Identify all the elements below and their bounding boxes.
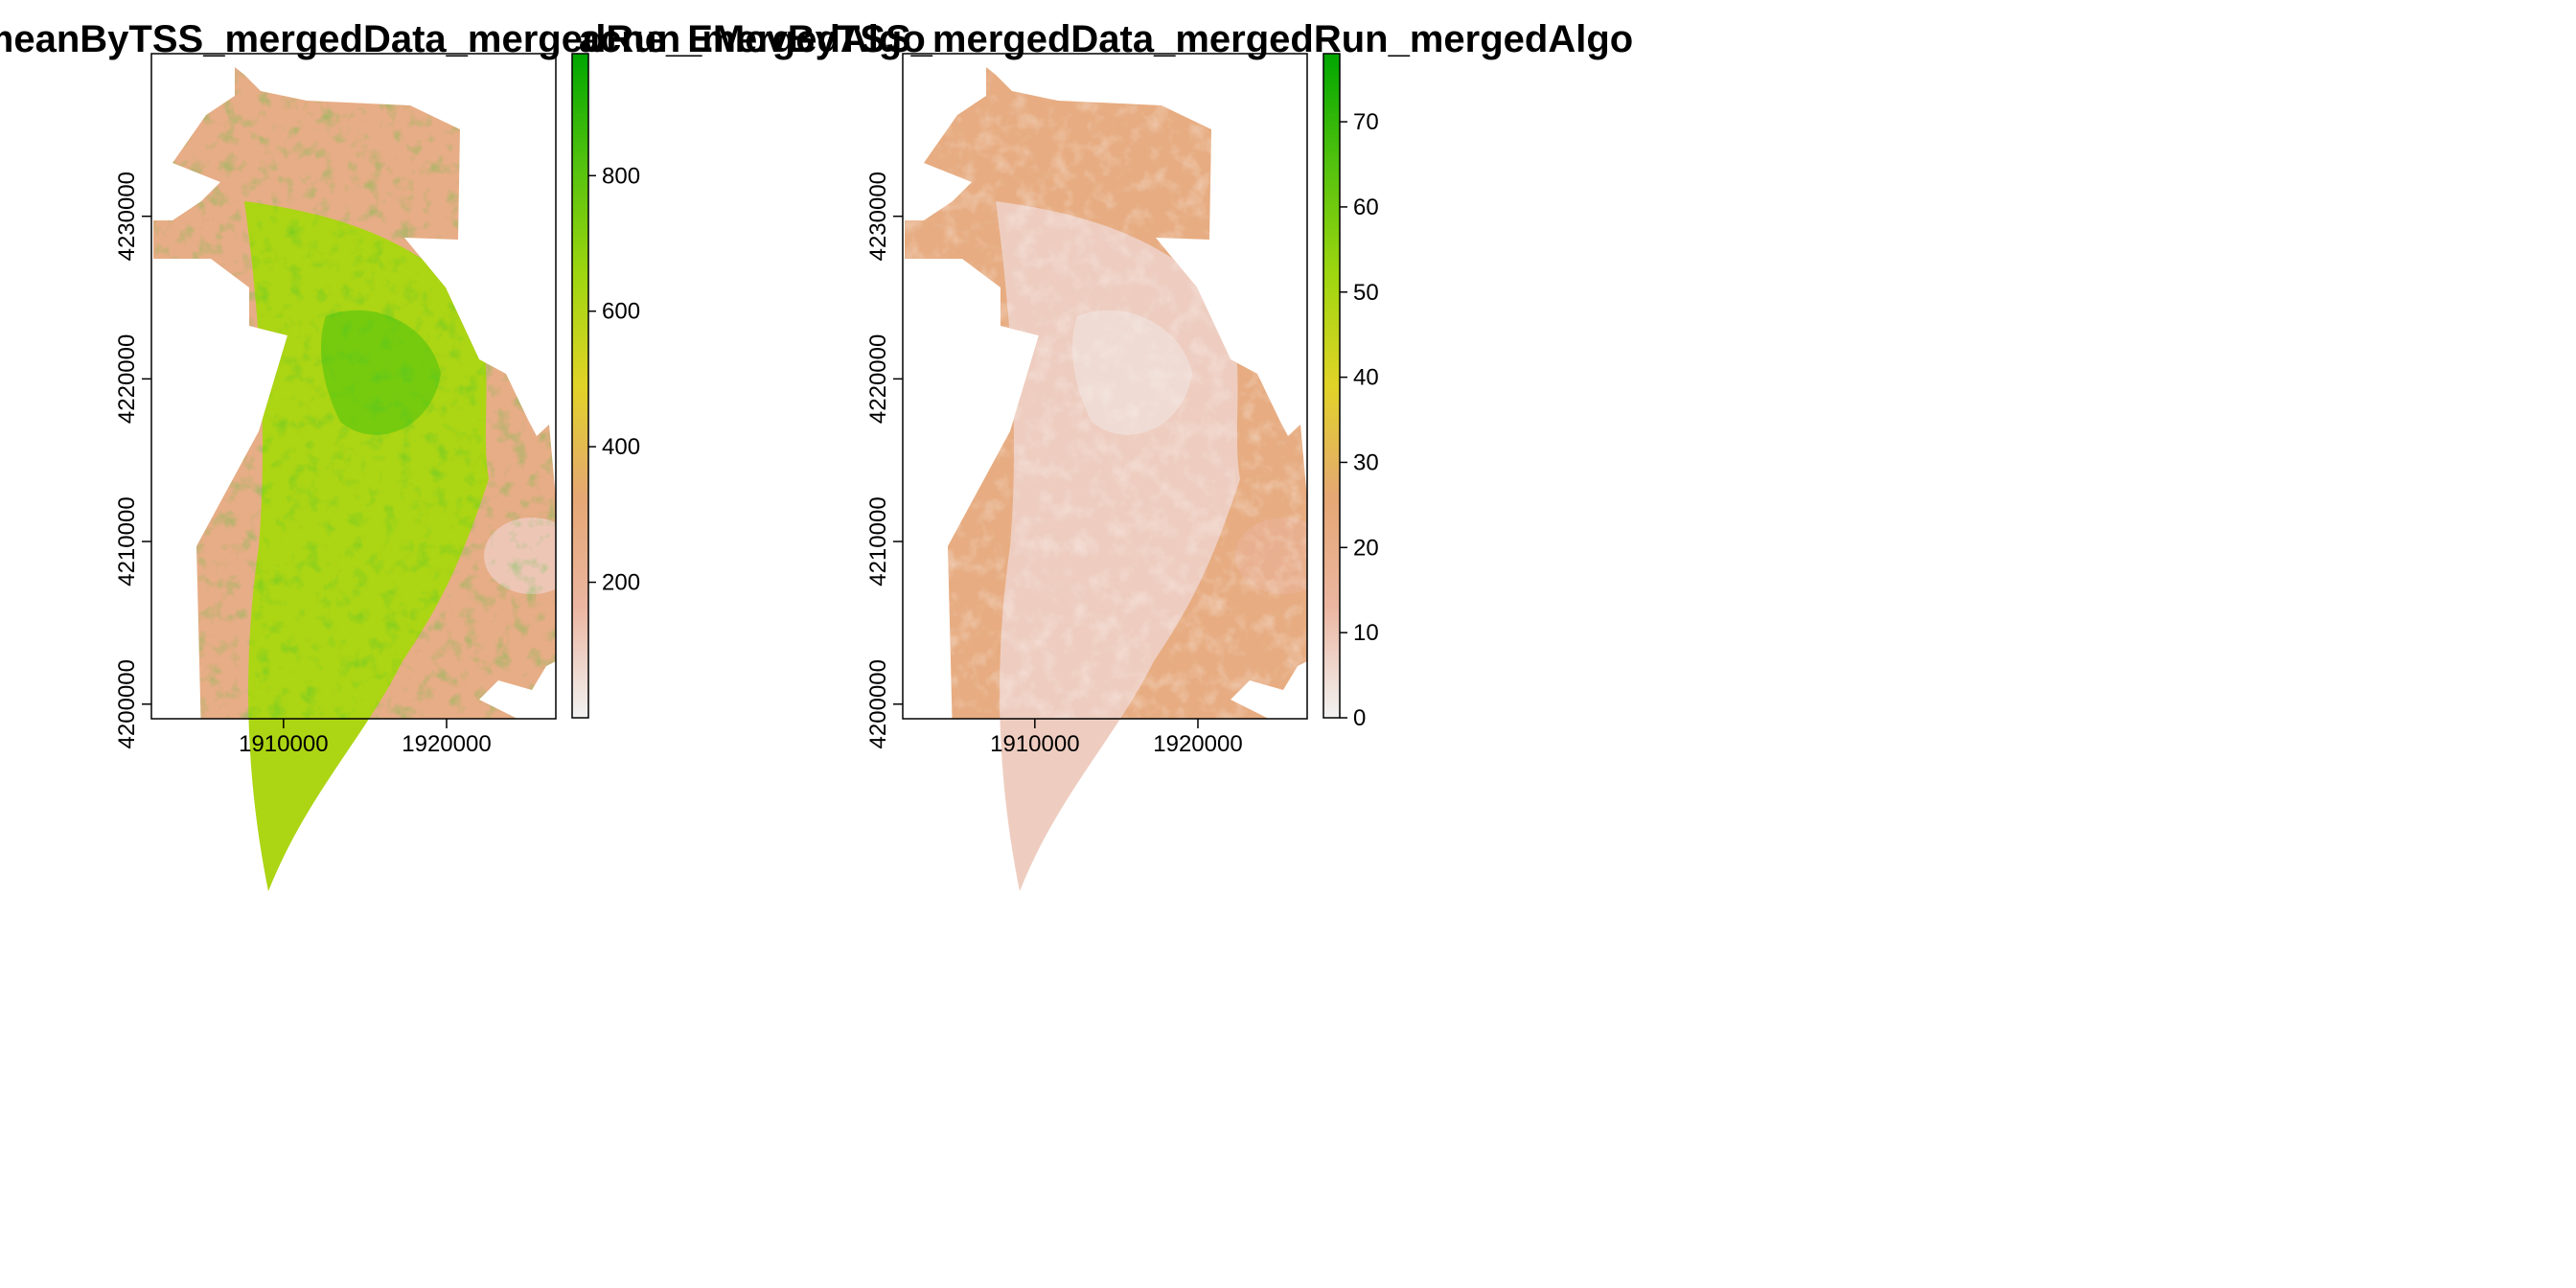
raster-map: [905, 67, 1307, 891]
y-tick-label: 4210000: [114, 496, 140, 586]
x-tick-label: 1920000: [402, 731, 491, 757]
color-legend: 0 10 20 30 40 50 60 70: [1322, 53, 1379, 731]
legend-tick-label: 20: [1353, 535, 1379, 561]
raster-texture: [905, 67, 1307, 719]
y-tick-label: 4230000: [865, 172, 891, 261]
panel-cv: acne_EMcvByTSS_mergedData_mergedRun_merg…: [579, 18, 1633, 891]
legend-tick-label: 200: [602, 570, 640, 596]
x-axis: 1910000 1920000: [239, 719, 492, 757]
raster-fill: [153, 67, 556, 891]
x-tick-label: 1920000: [1153, 731, 1242, 757]
legend-tick-label: 50: [1353, 280, 1379, 306]
y-tick-label: 4220000: [865, 334, 891, 424]
legend-tick-label: 70: [1353, 109, 1379, 135]
raster-fill: [905, 67, 1307, 891]
legend-tick-label: 10: [1353, 620, 1379, 646]
legend-tick-label: 600: [602, 299, 640, 325]
legend-colorbar: [571, 53, 589, 719]
legend-tick-label: 0: [1353, 705, 1366, 731]
y-tick-label: 4200000: [865, 659, 891, 748]
y-axis: 4200000 4210000 4220000 4230000: [865, 172, 903, 748]
color-legend: 200 400 600 800: [571, 53, 640, 719]
legend-tick-label: 400: [602, 434, 640, 460]
raster-map: [153, 67, 556, 891]
legend-tick-label: 60: [1353, 195, 1379, 220]
y-tick-label: 4230000: [114, 172, 140, 261]
legend-tick-label: 40: [1353, 365, 1379, 391]
y-tick-label: 4210000: [865, 496, 891, 586]
legend-colorbar: [1322, 53, 1341, 719]
x-tick-label: 1910000: [239, 731, 328, 757]
raster-texture: [153, 67, 556, 719]
y-tick-label: 4200000: [114, 659, 140, 748]
x-tick-label: 1910000: [990, 731, 1079, 757]
plot-frame: [150, 53, 557, 720]
panel-mean: acne_EMwmeanByTSS_mergedData_mergedRun_m…: [0, 18, 926, 891]
y-axis: 4200000 4210000 4220000 4230000: [114, 172, 151, 748]
x-axis: 1910000 1920000: [990, 719, 1243, 757]
legend-tick-label: 800: [602, 163, 640, 189]
legend-tick-label: 30: [1353, 449, 1379, 475]
plot-frame: [902, 53, 1308, 720]
y-tick-label: 4220000: [114, 334, 140, 424]
